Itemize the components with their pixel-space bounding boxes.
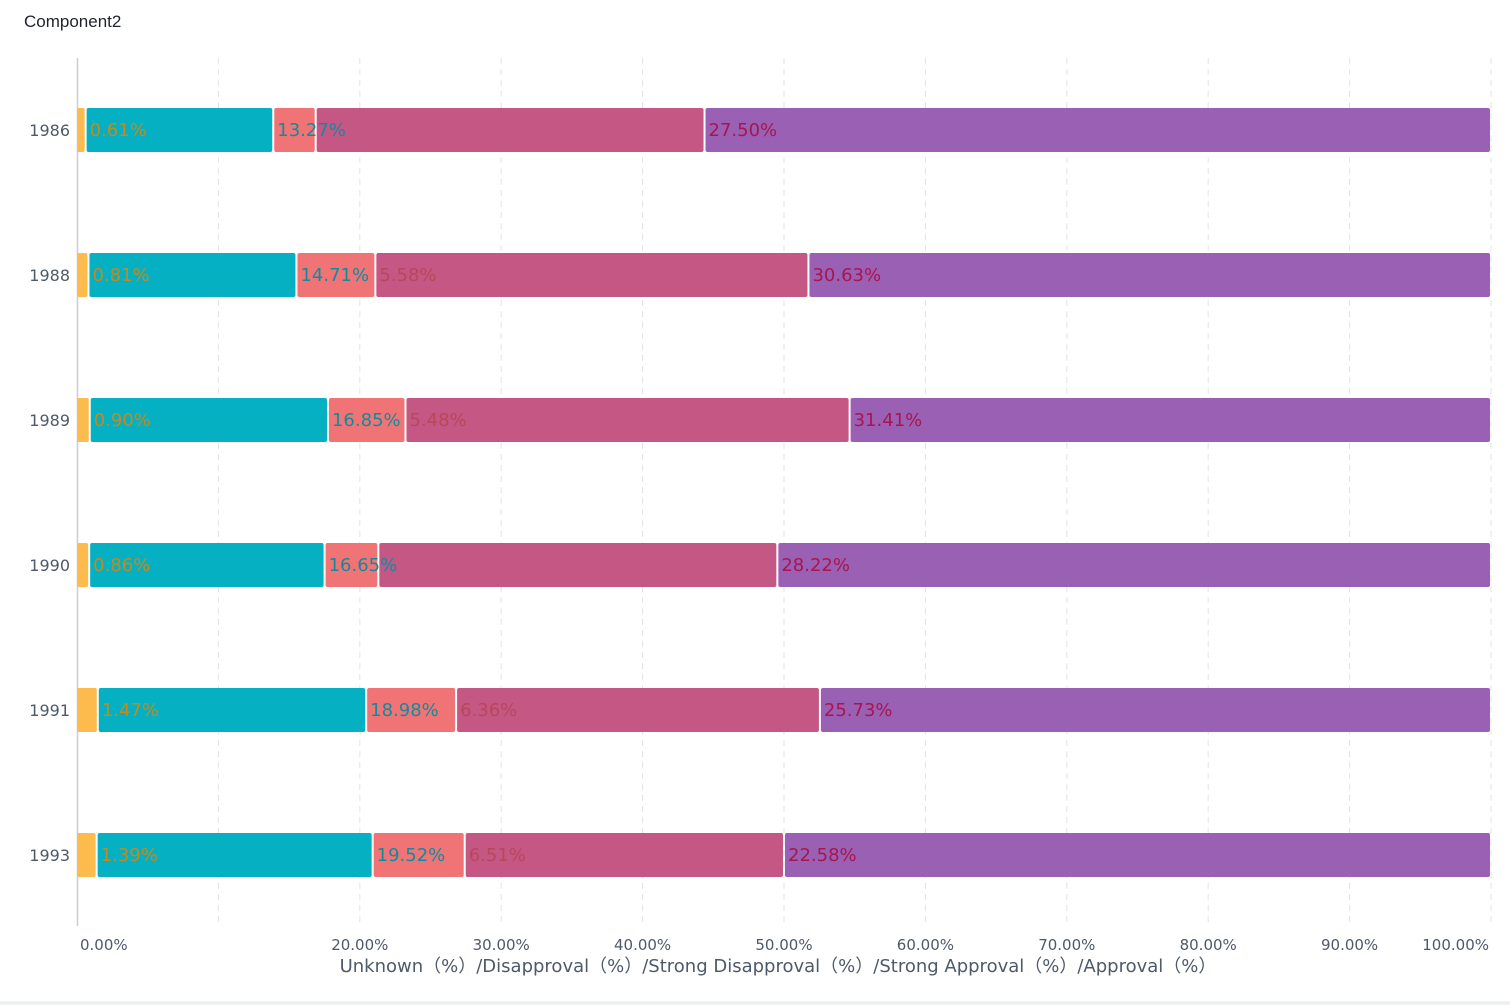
data-label: 22.58% (788, 845, 857, 866)
y-tick-label: 1993 (29, 846, 70, 865)
bar-segment[interactable] (373, 833, 464, 877)
bar-segment[interactable] (274, 108, 315, 152)
x-tick-label: 80.00% (1180, 936, 1237, 954)
data-label: 28.22% (781, 555, 850, 576)
data-label: 18.98% (370, 700, 439, 721)
x-tick-label: 100.00% (1422, 936, 1489, 954)
x-axis-label: Unknown（%）/Disapproval（%）/Strong Disappr… (340, 956, 1217, 977)
bar-segment[interactable] (77, 833, 96, 877)
bar-segment[interactable] (325, 543, 378, 587)
footer-strip (0, 1001, 1510, 1005)
x-tick-label: 20.00% (331, 936, 388, 954)
y-tick-label: 1989 (29, 411, 70, 430)
bar-segment[interactable] (850, 398, 1490, 442)
data-label: 31.41% (854, 410, 923, 431)
bar-segment[interactable] (77, 688, 97, 732)
data-label: 6.51% (469, 845, 526, 866)
bar-segment[interactable] (457, 688, 819, 732)
bar-segment[interactable] (86, 108, 273, 152)
bar-segment[interactable] (89, 253, 296, 297)
data-label: 5.58% (379, 265, 436, 286)
bars (77, 108, 1490, 877)
bar-segment[interactable] (90, 398, 327, 442)
bar-segment[interactable] (778, 543, 1490, 587)
bar-segment[interactable] (77, 108, 85, 152)
gridlines (217, 58, 1492, 926)
data-label: 19.52% (377, 845, 446, 866)
y-tick-label: 1990 (29, 556, 70, 575)
x-tick-label: 60.00% (897, 936, 954, 954)
data-label: 0.61% (90, 120, 147, 141)
bar-segment[interactable] (77, 398, 89, 442)
segment-labels: 0.61% 13.27% 27.50% 0.81% 14.71% 5.58% 30.63% 0… (90, 120, 923, 866)
data-label: 0.81% (92, 265, 149, 286)
data-label: 0.90% (94, 410, 151, 431)
data-label: 6.36% (460, 700, 517, 721)
data-label: 16.85% (332, 410, 401, 431)
bar-segment[interactable] (809, 253, 1490, 297)
bar-segment[interactable] (705, 108, 1490, 152)
data-label: 30.63% (812, 265, 881, 286)
data-label: 14.71% (300, 265, 369, 286)
bar-segment[interactable] (406, 398, 849, 442)
data-label: 27.50% (709, 120, 778, 141)
bar-segment[interactable] (367, 688, 456, 732)
data-label: 1.39% (101, 845, 158, 866)
y-axis-ticks: 1986 1988 1989 1990 1991 1993 (29, 121, 70, 865)
bar-segment[interactable] (316, 108, 704, 152)
bar-segment[interactable] (77, 543, 89, 587)
bar-segment[interactable] (376, 253, 808, 297)
x-tick-label: 30.00% (473, 936, 530, 954)
x-tick-label: 40.00% (614, 936, 671, 954)
bar-segment[interactable] (297, 253, 375, 297)
data-label: 25.73% (824, 700, 893, 721)
bar-segment[interactable] (77, 253, 88, 297)
bar-segment[interactable] (97, 833, 372, 877)
bar-segment[interactable] (465, 833, 783, 877)
data-label: 1.47% (102, 700, 159, 721)
x-axis-ticks: 0.00% 20.00% 30.00% 40.00% 50.00% 60.00% 70.00… (80, 936, 1489, 954)
data-label: 5.48% (409, 410, 466, 431)
bar-segment[interactable] (785, 833, 1490, 877)
x-tick-label: 0.00% (80, 936, 128, 954)
x-tick-label: 70.00% (1038, 936, 1095, 954)
data-label: 13.27% (277, 120, 346, 141)
bar-segment[interactable] (90, 543, 324, 587)
y-tick-label: 1988 (29, 266, 70, 285)
data-label: 0.86% (93, 555, 150, 576)
chart-title: Component2 (24, 12, 122, 31)
bar-segment[interactable] (379, 543, 777, 587)
data-label: 16.65% (329, 555, 398, 576)
y-tick-label: 1991 (29, 701, 70, 720)
x-tick-label: 90.00% (1321, 936, 1378, 954)
bar-segment[interactable] (98, 688, 366, 732)
x-tick-label: 50.00% (755, 936, 812, 954)
y-tick-label: 1986 (29, 121, 70, 140)
bar-segment[interactable] (820, 688, 1490, 732)
bar-segment[interactable] (328, 398, 405, 442)
